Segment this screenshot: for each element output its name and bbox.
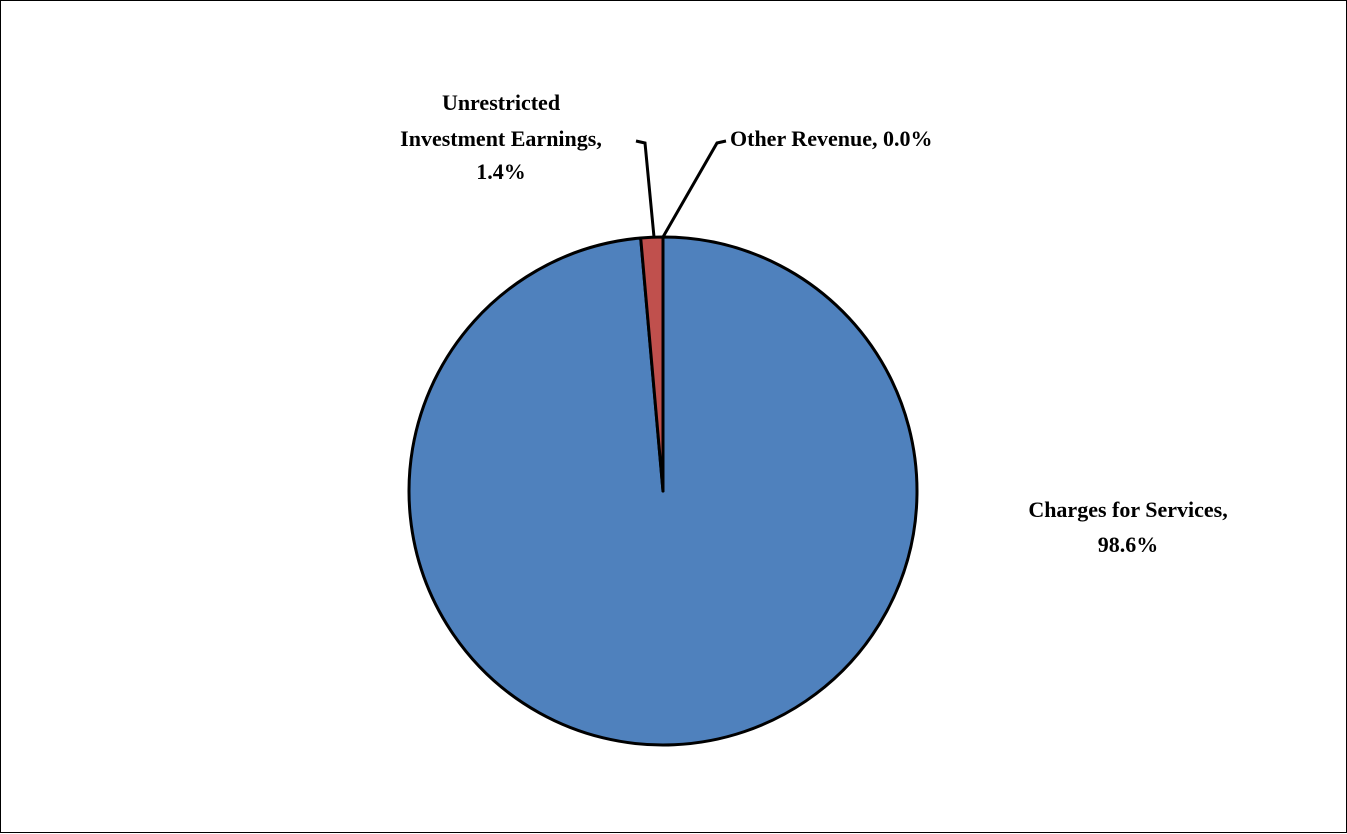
label-unrestricted-line2: Investment Earnings, [400,126,602,151]
leader-line-unrestricted-investment-earnings [635,139,656,238]
label-unrestricted-line3: 1.4% [476,159,526,184]
label-charges-pct: 98.6% [1098,532,1159,557]
data-labels: Unrestricted Investment Earnings, 1.4% O… [400,90,1228,557]
label-charges-for-services: Charges for Services, [1028,497,1227,522]
leader-line-other-revenue [661,139,727,238]
label-unrestricted-line1: Unrestricted [442,90,560,115]
label-other-revenue: Other Revenue, 0.0% [730,126,932,151]
leader-lines [635,139,727,238]
pie-slices [407,235,919,747]
